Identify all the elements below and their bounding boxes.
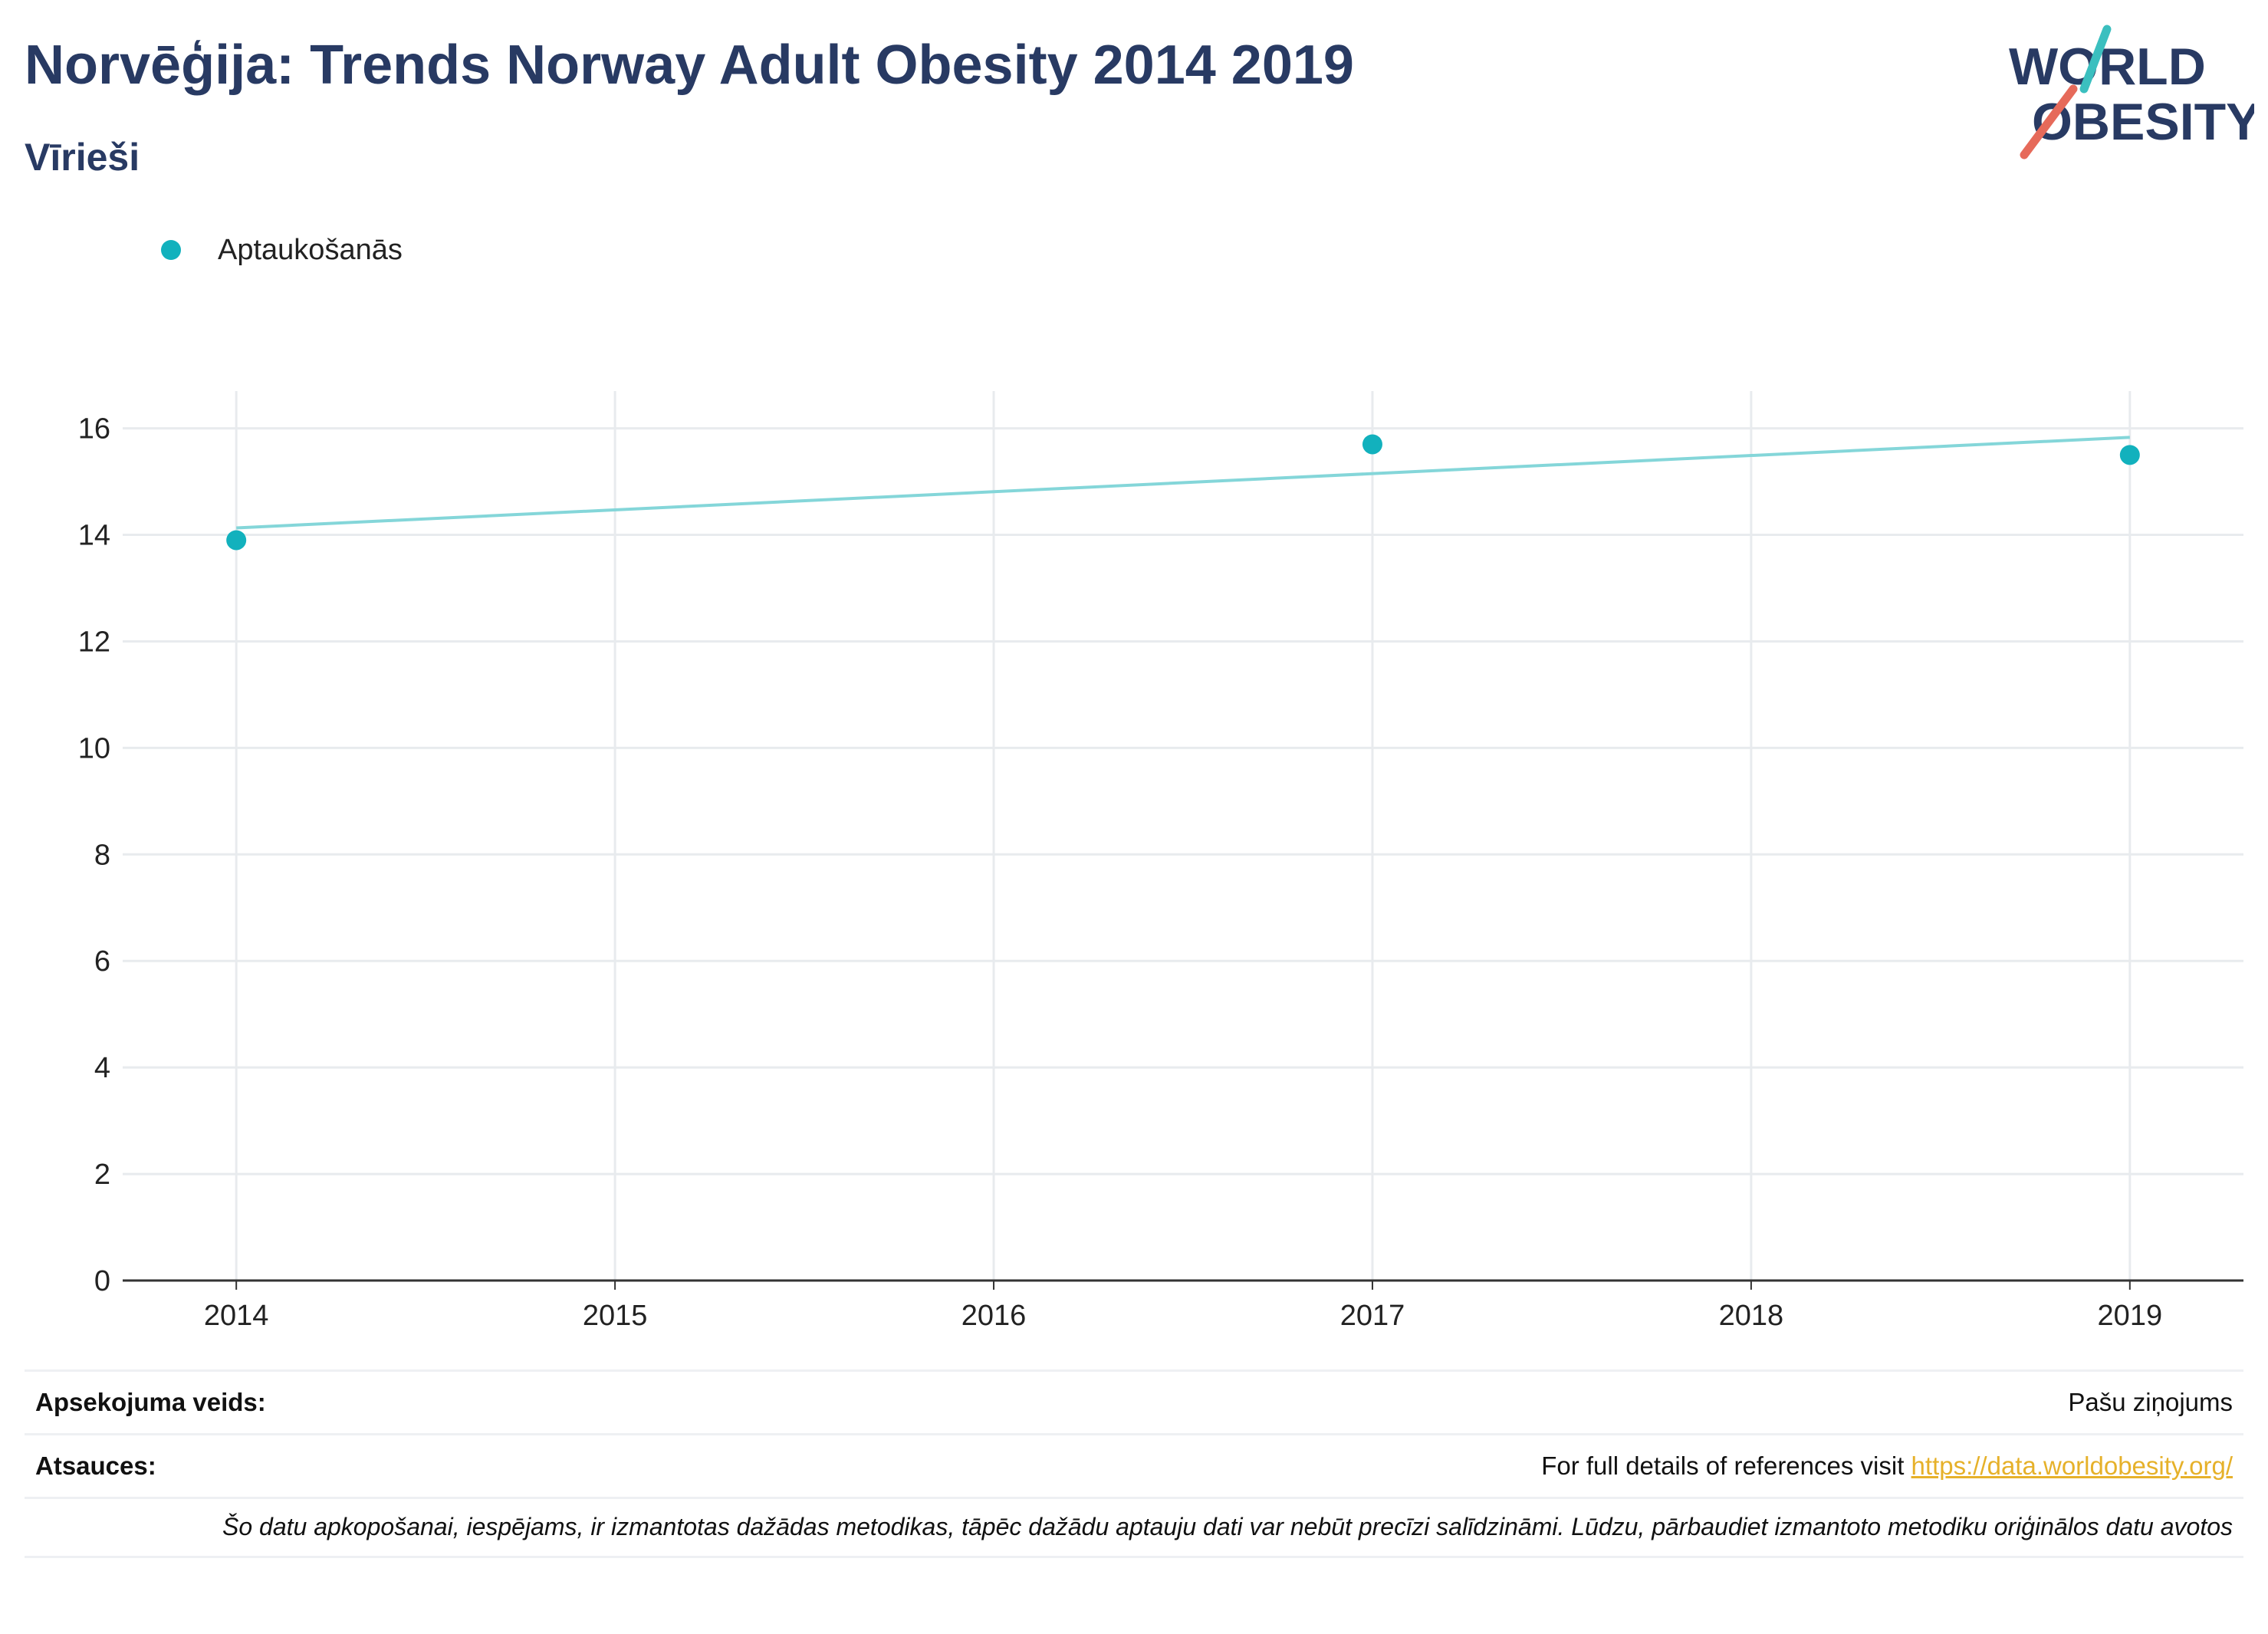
data-point [226, 530, 247, 551]
references-value: For full details of references visit htt… [1541, 1452, 2233, 1481]
logo-text-obesity: OBESITY [2032, 93, 2254, 151]
y-tick-label: 0 [94, 1265, 110, 1297]
y-tick-label: 2 [94, 1159, 110, 1191]
y-tick-label: 8 [94, 839, 110, 871]
y-tick-label: 14 [78, 520, 110, 552]
references-link[interactable]: https://data.worldobesity.org/ [1911, 1452, 2233, 1480]
x-tick-label: 2017 [1340, 1300, 1405, 1327]
x-tick-label: 2019 [2098, 1300, 2163, 1327]
data-point [2119, 445, 2140, 465]
chart-title: Norvēģija: Trends Norway Adult Obesity 2… [25, 35, 1354, 96]
logo-text-world: WORLD [2009, 38, 2206, 96]
legend-label: Aptaukošanās [218, 233, 403, 266]
references-text: For full details of references visit [1541, 1452, 1905, 1480]
chart-footer: Apsekojuma veids: Pašu ziņojums Atsauces… [25, 1369, 2243, 1558]
logo-red-stroke [2020, 84, 2078, 159]
x-tick-label: 2015 [583, 1300, 648, 1327]
x-tick-label: 2018 [1719, 1300, 1784, 1327]
y-tick-label: 12 [78, 626, 110, 658]
survey-type-value: Pašu ziņojums [2068, 1388, 2233, 1416]
legend: Aptaukošanās [161, 228, 403, 271]
chart-plot: 0 2 4 6 8 10 12 14 16 2014 2015 2016 2017 2018 2019 [78, 391, 2243, 1327]
y-tick-label: 4 [94, 1052, 110, 1084]
methodology-note: Šo datu apkopošanai, iespējams, ir izman… [25, 1497, 2243, 1558]
survey-type-row: Apsekojuma veids: Pašu ziņojums [25, 1369, 2243, 1433]
data-point [1362, 434, 1382, 455]
y-tick-label: 16 [78, 413, 110, 445]
y-tick-label: 6 [94, 945, 110, 978]
legend-marker [161, 240, 181, 260]
x-tick-label: 2016 [961, 1300, 1027, 1327]
y-tick-label: 10 [78, 732, 110, 764]
chart-subtitle: Vīrieši [25, 136, 140, 179]
trend-line [236, 436, 2130, 530]
survey-type-label: Apsekojuma veids: [35, 1388, 266, 1416]
references-row: Atsauces: For full details of references… [25, 1433, 2243, 1497]
references-label: Atsauces: [35, 1452, 156, 1480]
x-tick-label: 2014 [204, 1300, 269, 1327]
logo-teal-stroke [2079, 25, 2112, 94]
world-obesity-logo: WORLD OBESITY [2009, 25, 2254, 159]
